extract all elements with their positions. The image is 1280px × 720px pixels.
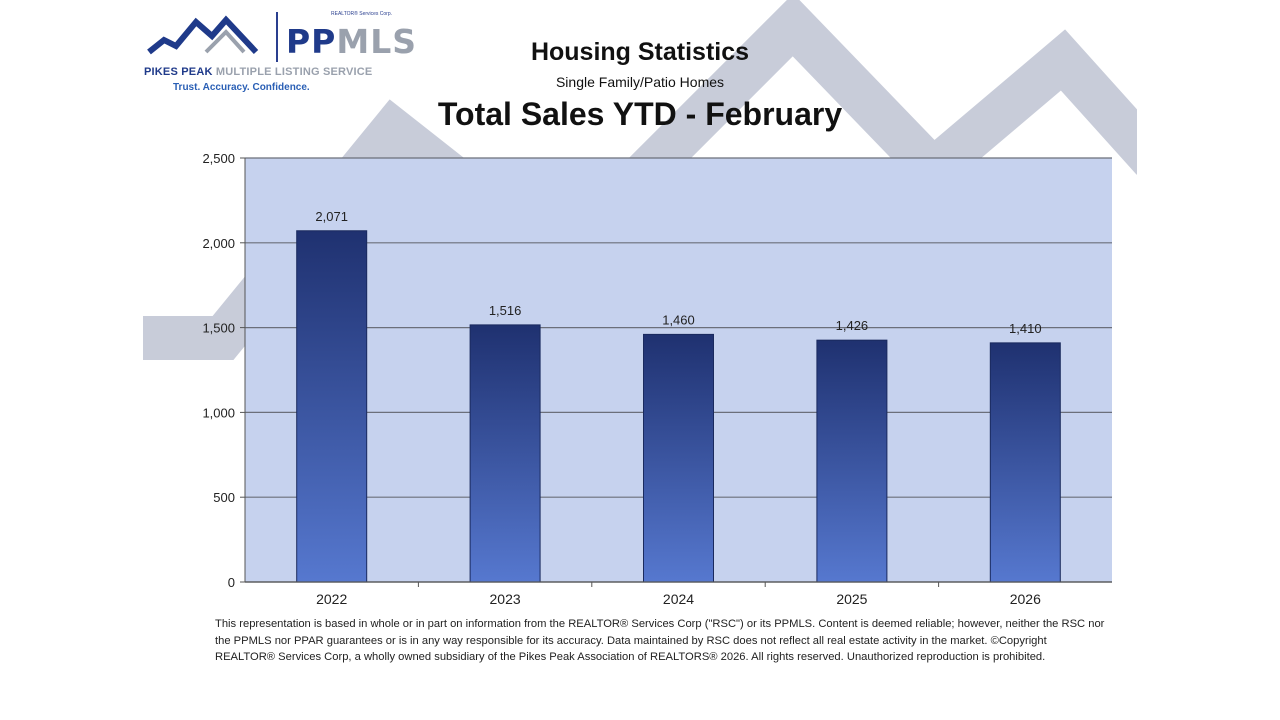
data-label-2026: 1,410 <box>1009 321 1042 336</box>
y-tick-label: 500 <box>213 490 235 505</box>
bar-2026 <box>989 342 1061 583</box>
x-tick-label-2026: 2026 <box>1010 591 1041 607</box>
chart-subtitle: Single Family/Patio Homes <box>555 74 725 90</box>
logo-wordmark: PPMLS <box>286 22 417 61</box>
data-label-2023: 1,516 <box>489 303 522 318</box>
bar-2024 <box>643 333 714 583</box>
logo-tagline: Trust. Accuracy. Confidence. <box>173 82 310 93</box>
disclaimer-text: This representation is based in whole or… <box>215 618 1105 663</box>
y-tick-label: 2,500 <box>202 151 235 166</box>
x-tick-label-2025: 2025 <box>836 591 867 607</box>
logo-wordmark-pp: PP <box>286 22 337 61</box>
logo-fullname-b: MULTIPLE LISTING SERVICE <box>212 66 373 78</box>
x-tick-label-2024: 2024 <box>663 591 694 607</box>
chart-title: Housing Statistics <box>530 38 750 66</box>
bar-2023 <box>469 324 541 583</box>
logo-corp-text: REALTOR® Services Corp. <box>331 11 393 17</box>
mountain-logo-icon <box>147 15 259 55</box>
y-tick-label: 1,000 <box>202 405 235 420</box>
chart-heading: Total Sales YTD - February <box>437 96 843 132</box>
data-label-2025: 1,426 <box>836 318 869 333</box>
y-tick-label: 1,500 <box>202 321 235 336</box>
bar-2022 <box>296 230 368 583</box>
bar-chart: 0 500 1,000 1,500 2,000 2,500 2,071 2022 1,516 20… <box>202 151 1112 607</box>
x-tick-label-2023: 2023 <box>490 591 521 607</box>
data-label-2024: 1,460 <box>662 312 695 327</box>
bar-2025 <box>816 339 888 583</box>
logo-fullname-a: PIKES PEAK <box>144 66 213 78</box>
logo-fullname: PIKES PEAK MULTIPLE LISTING SERVICE <box>144 66 372 78</box>
y-tick-label: 2,000 <box>202 236 235 251</box>
data-label-2022: 2,071 <box>315 209 348 224</box>
x-tick-label-2022: 2022 <box>316 591 347 607</box>
chart-slide: REALTOR® Services Corp. PPMLS PIKES PEAK… <box>143 0 1137 720</box>
logo-divider <box>276 12 278 62</box>
logo-wordmark-mls: MLS <box>336 22 418 61</box>
y-tick-label: 0 <box>228 575 235 590</box>
